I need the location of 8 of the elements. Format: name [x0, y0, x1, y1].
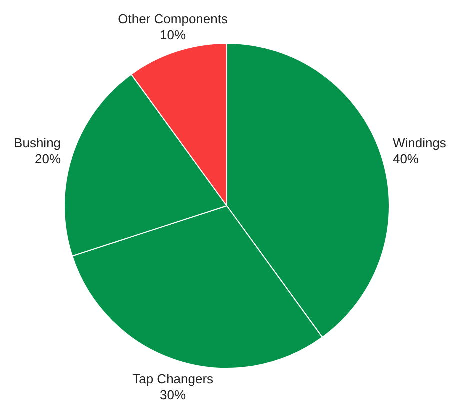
slice-label: Other Components [118, 12, 228, 27]
data-label: 40% [392, 152, 420, 167]
data-label: 20% [35, 152, 62, 167]
slice-label: Tap Changers [132, 372, 214, 387]
slice-label: Bushing [14, 136, 62, 151]
data-label: 30% [160, 388, 187, 403]
data-label: 10% [160, 28, 187, 43]
slice-label: Windings [392, 136, 447, 151]
